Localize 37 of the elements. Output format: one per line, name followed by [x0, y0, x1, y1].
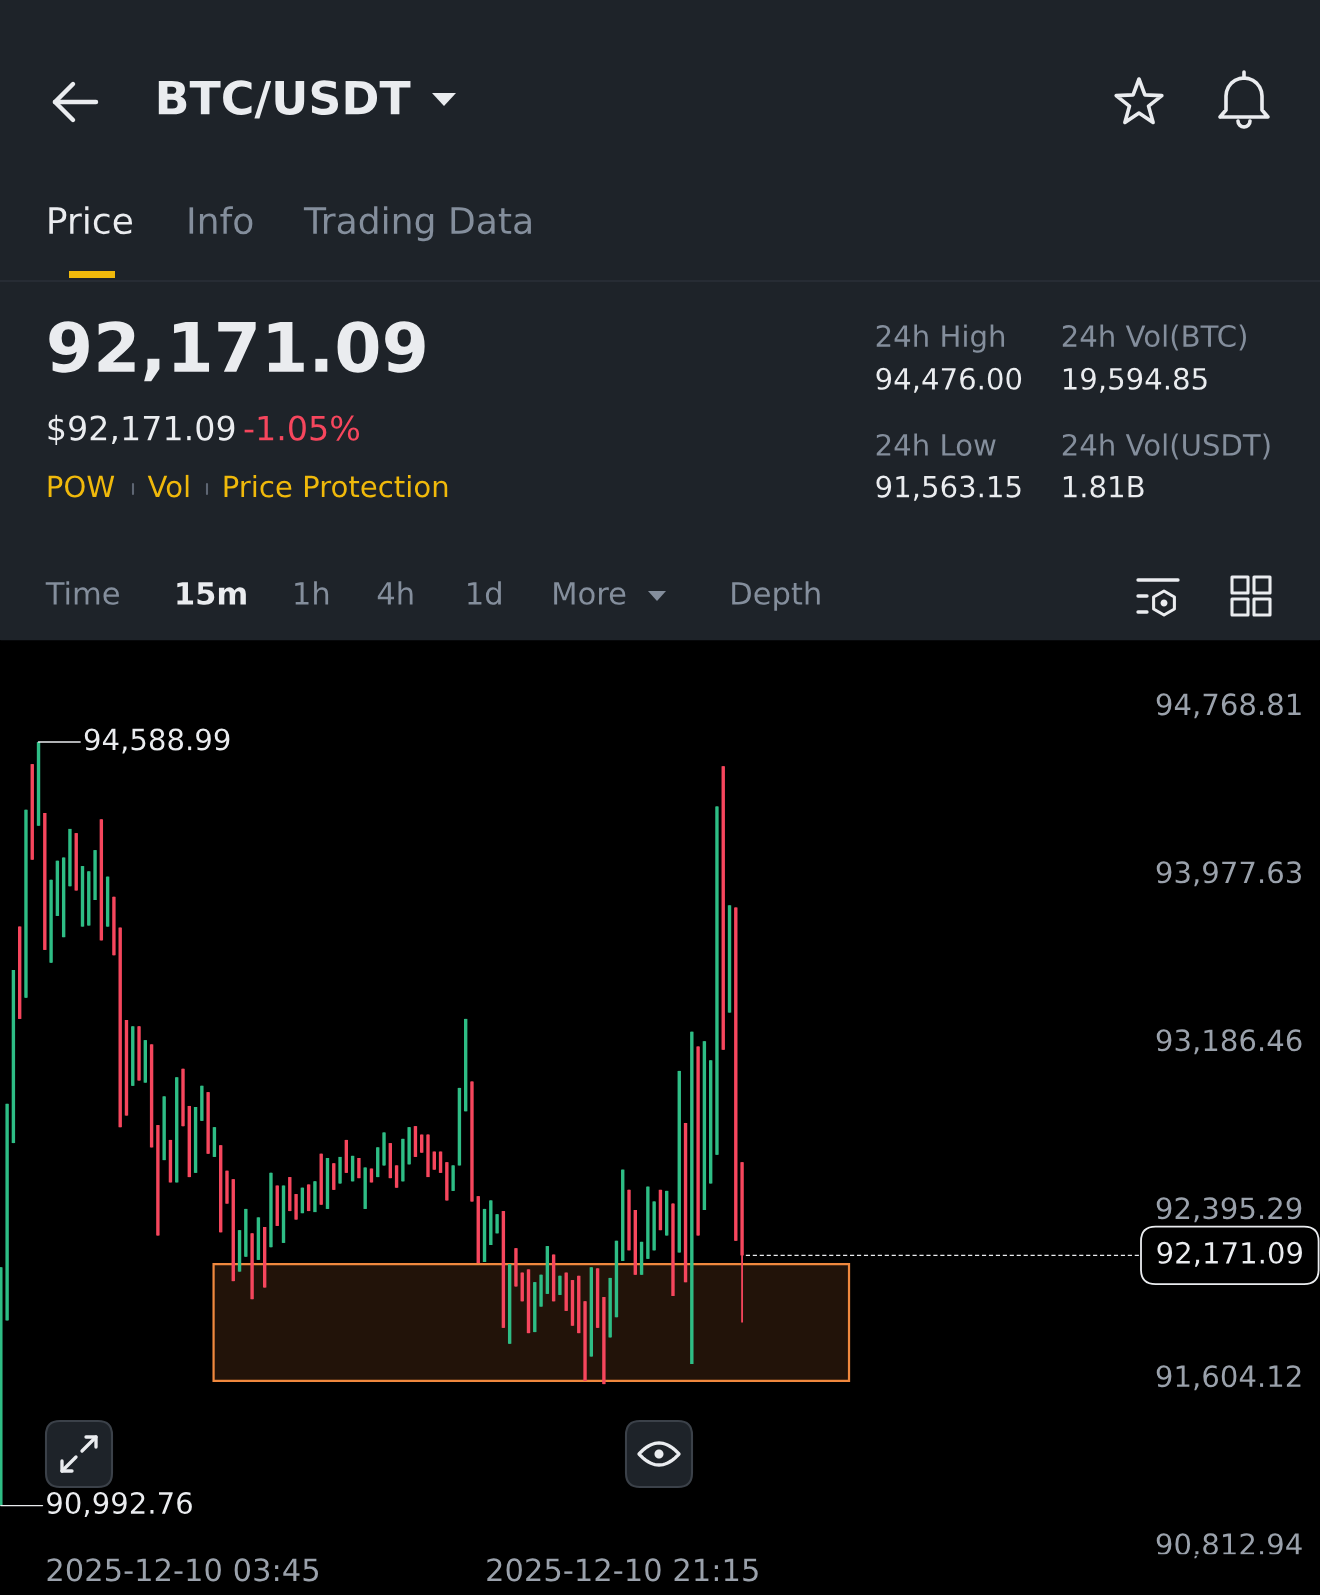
text: Depth	[732, 581, 820, 611]
text: 1d	[468, 581, 501, 605]
x-tick-label: 2025-12-10 21:15	[487, 1558, 758, 1582]
text: Price	[49, 206, 132, 235]
text: POW	[48, 475, 115, 498]
text: 24h Vol(USDT)	[1062, 433, 1270, 460]
candlestick	[394, 1164, 399, 1189]
text: 1.81B	[1063, 475, 1144, 498]
text: Trading Data	[303, 206, 531, 242]
text: 1h	[295, 581, 329, 605]
y-tick-label: 91,604.12	[1156, 1365, 1301, 1391]
chart-title: BTC/USDT	[158, 80, 411, 119]
y-tick-label: 94,768.81	[1156, 693, 1301, 719]
text: 94,476.00	[876, 367, 1022, 393]
y-tick-label: 93,186.46	[1156, 1029, 1302, 1055]
annotation: 90,992.76	[47, 1491, 192, 1518]
text: More	[554, 582, 626, 605]
text: Time	[45, 581, 119, 605]
text: 24h Low	[876, 433, 996, 456]
text: 19,594.85	[1063, 367, 1207, 393]
text: 91,563.15	[876, 475, 1021, 501]
text: 4h	[377, 581, 413, 605]
ref-line-label: 92,171.09	[1157, 1241, 1302, 1267]
x-tick-label: 2025-12-10 03:45	[47, 1558, 319, 1582]
text: Price Protection	[224, 474, 448, 498]
text: 15m	[177, 582, 246, 605]
text: 24h Vol(BTC)	[1062, 324, 1246, 351]
text: Info	[189, 206, 253, 235]
text: Vol	[147, 474, 189, 498]
y-tick-label: 92,395.29	[1156, 1197, 1302, 1223]
text: 92,171.09	[49, 321, 425, 382]
text: -1.05%	[244, 415, 360, 441]
annotation: 94,588.99	[84, 728, 230, 754]
y-tick-label: 90,812.94	[1156, 1533, 1302, 1559]
text: 24h High	[876, 324, 1005, 353]
y-tick-label: 93,977.63	[1156, 861, 1301, 887]
text: $92,171.09	[48, 414, 235, 446]
